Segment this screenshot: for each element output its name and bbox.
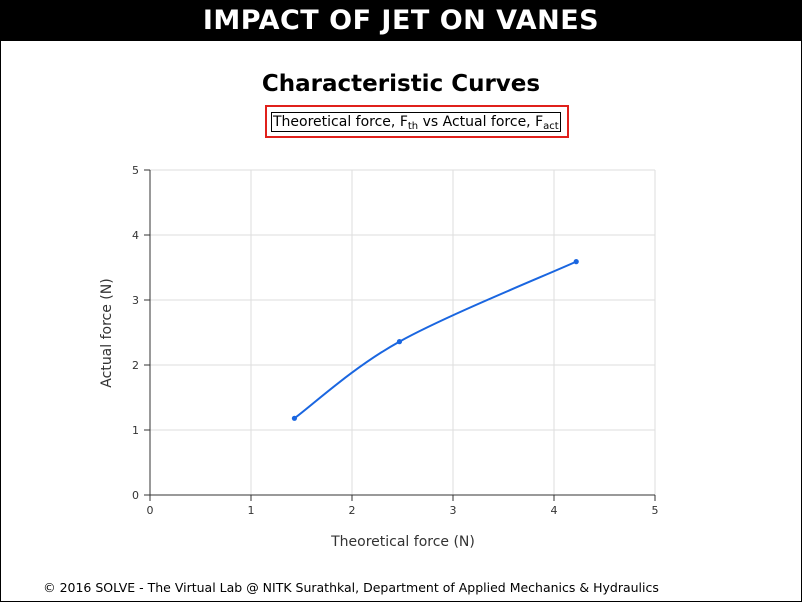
x-tick-label: 4	[551, 504, 558, 517]
y-tick-label: 3	[132, 294, 139, 307]
x-tick-label: 1	[248, 504, 255, 517]
data-point[interactable]	[573, 259, 579, 265]
y-tick-label: 0	[132, 489, 139, 502]
subtitle-lead: Theoretical force, F	[273, 114, 408, 130]
series-line	[293, 260, 577, 420]
data-point[interactable]	[291, 415, 298, 421]
y-tick-label: 5	[132, 164, 139, 177]
chart-subtitle: Theoretical force, Fth vs Actual force, …	[271, 112, 561, 132]
x-tick-label: 0	[147, 504, 154, 517]
x-tick-label: 3	[450, 504, 457, 517]
x-tick-label: 5	[652, 504, 659, 517]
header-banner: IMPACT OF JET ON VANES	[1, 1, 801, 41]
y-axis-label: Actual force (N)	[99, 278, 115, 387]
footer-credit: © 2016 SOLVE - The Virtual Lab @ NITK Su…	[43, 580, 659, 595]
y-tick-label: 1	[132, 424, 139, 437]
data-point[interactable]	[396, 339, 403, 345]
y-tick-label: 2	[132, 359, 139, 372]
chart-grid	[150, 169, 656, 495]
subtitle-highlight-box	[265, 105, 569, 138]
subtitle-sub-th: th	[407, 121, 419, 132]
chart-axes: 0 1 2 3 4 5 0 1 2 3 4 5	[132, 164, 659, 517]
subtitle-mid: vs Actual force, F	[418, 114, 544, 130]
subtitle-sub-act: act	[543, 121, 559, 132]
y-tick-label: 4	[132, 229, 139, 242]
x-tick-label: 2	[349, 504, 356, 517]
page-title: Characteristic Curves	[261, 71, 541, 97]
chart-series	[291, 259, 579, 421]
x-axis-label: Theoretical force (N)	[330, 534, 475, 550]
